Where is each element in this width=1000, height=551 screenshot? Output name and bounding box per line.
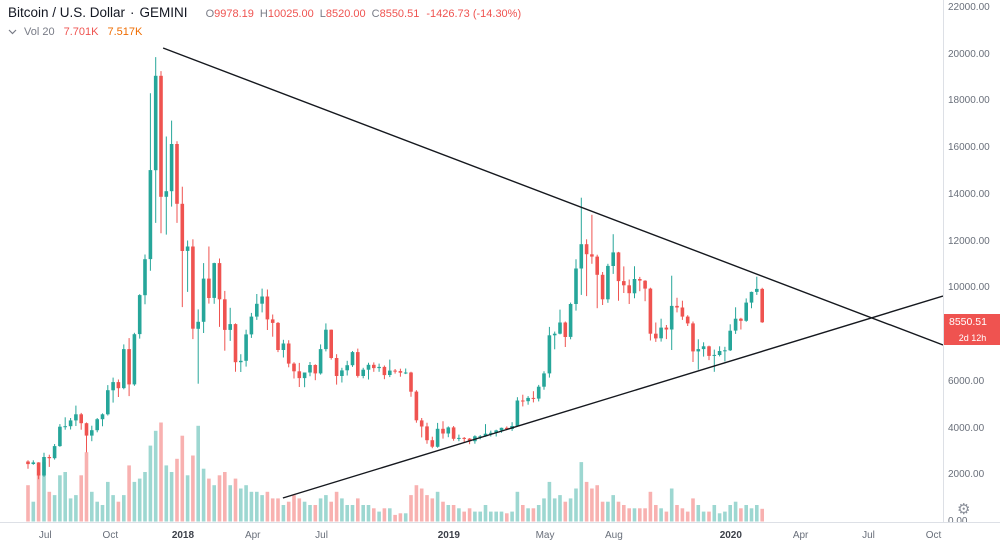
countdown-badge: 2d 12h xyxy=(944,330,1000,345)
price-tick-label: 16000.00 xyxy=(948,142,990,154)
symbol-name: Bitcoin / U.S. Dollar xyxy=(8,5,126,20)
time-axis-month-label: Jul xyxy=(38,530,52,541)
time-axis-year-label: 2018 xyxy=(171,530,195,541)
price-tick-label: 12000.00 xyxy=(948,235,990,247)
close-value: 8550.51 xyxy=(379,8,420,20)
time-axis-month-label: May xyxy=(535,530,555,541)
settings-gear-icon[interactable]: ⚙ xyxy=(957,501,971,518)
trendline-descending[interactable] xyxy=(162,47,943,346)
change-value: -1426.73 (-14.30%) xyxy=(426,8,522,20)
low-value: 8520.00 xyxy=(325,8,366,20)
volume-ma-value: 7.517K xyxy=(107,26,143,38)
last-price-badge: 8550.51 xyxy=(944,313,1000,331)
time-axis-labels: Jul Oct 2018 Apr Jul 2019 May Aug 2020 Apr Jul Oct xyxy=(0,523,943,551)
time-axis-year-label: 2020 xyxy=(719,530,742,541)
time-axis-month-label: Jul xyxy=(862,530,875,541)
chart-legend: Bitcoin / U.S. Dollar · GEMINI O9978.19 H… xyxy=(8,5,521,38)
candles-layer xyxy=(26,57,764,480)
title-separator: · xyxy=(130,5,135,20)
time-axis-month-label: Aug xyxy=(604,530,623,541)
price-tick-label: 0.00 xyxy=(948,516,967,527)
price-tick-label: 22000.00 xyxy=(948,2,990,13)
time-axis-month-label: Oct xyxy=(102,530,119,541)
time-axis-year-label: 2019 xyxy=(437,530,460,541)
price-axis[interactable]: 8550.51 2d 12h ⚙ 22000.00 20000.00 18000.0… xyxy=(943,0,1000,527)
chart-plot-area[interactable] xyxy=(0,0,943,522)
time-axis[interactable]: Jul Oct 2018 Apr Jul 2019 May Aug 2020 Apr Jul Oct xyxy=(0,522,1000,551)
indicator-name: Vol 20 xyxy=(24,26,55,38)
time-axis-month-label: Oct xyxy=(925,530,942,541)
exchange-name: GEMINI xyxy=(139,5,188,20)
trendlines-layer xyxy=(162,47,943,499)
price-tick-label: 4000.00 xyxy=(948,422,985,434)
price-tick-label: 10000.00 xyxy=(948,282,990,294)
symbol-title-row[interactable]: Bitcoin / U.S. Dollar · GEMINI O9978.19 H… xyxy=(8,5,521,20)
legend-collapse-chevron-icon[interactable] xyxy=(8,29,17,35)
price-tick-label: 18000.00 xyxy=(948,95,990,107)
high-label: H xyxy=(259,8,268,20)
price-tick-label: 6000.00 xyxy=(948,375,985,387)
close-label: C xyxy=(371,8,380,20)
price-tick-label: 20000.00 xyxy=(948,48,990,60)
low-label: L xyxy=(319,8,326,20)
trendline-ascending[interactable] xyxy=(282,295,943,499)
volume-value: 7.701K xyxy=(63,26,99,38)
open-label: O xyxy=(205,8,215,20)
time-axis-month-label: Jul xyxy=(315,530,328,541)
price-tick-label: 2000.00 xyxy=(948,469,985,481)
high-value: 10025.00 xyxy=(267,8,314,20)
volume-layer xyxy=(26,422,764,522)
price-tick-label: 14000.00 xyxy=(948,188,990,200)
time-axis-month-label: Apr xyxy=(244,530,261,541)
open-value: 9978.19 xyxy=(214,8,254,20)
time-axis-month-label: Apr xyxy=(792,530,809,541)
ohlc-values: O9978.19 H10025.00 L8520.00 C8550.51 -1426.7… xyxy=(200,8,522,20)
volume-indicator-row[interactable]: Vol 20 7.701K 7.517K xyxy=(8,26,521,38)
